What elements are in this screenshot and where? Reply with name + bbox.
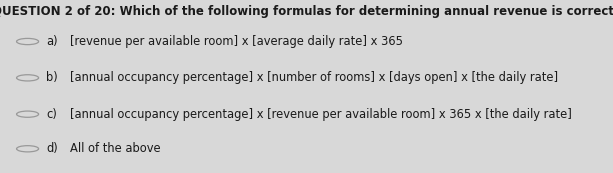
Text: a): a) [46,35,58,48]
Text: [revenue per available room] x [average daily rate] x 365: [revenue per available room] x [average … [70,35,403,48]
Text: b): b) [46,71,58,84]
Text: [annual occupancy percentage] x [number of rooms] x [days open] x [the daily rat: [annual occupancy percentage] x [number … [70,71,558,84]
Text: [annual occupancy percentage] x [revenue per available room] x 365 x [the daily : [annual occupancy percentage] x [revenue… [70,108,573,121]
Text: c): c) [46,108,57,121]
Text: QUESTION 2 of 20: Which of the following formulas for determining annual revenue: QUESTION 2 of 20: Which of the following… [0,5,613,18]
Text: All of the above: All of the above [70,142,161,155]
Text: d): d) [46,142,58,155]
